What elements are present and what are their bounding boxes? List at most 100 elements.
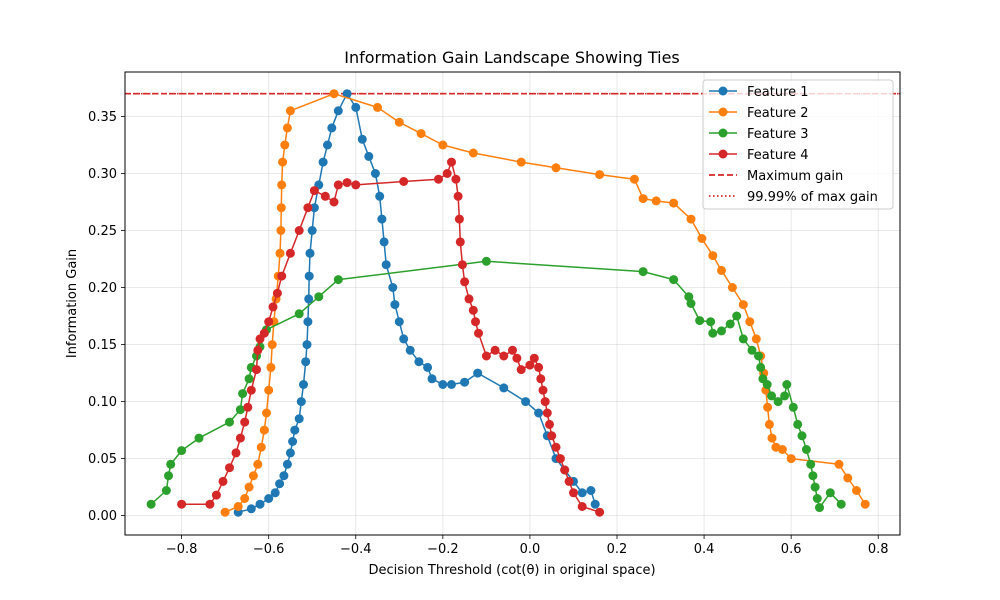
data-point-feature-4: [442, 169, 452, 178]
legend-label-feature-3: Feature 3: [747, 127, 809, 142]
data-point-feature-3: [793, 419, 803, 429]
data-point-feature-3: [725, 319, 735, 329]
series-feature-1: [233, 89, 600, 517]
data-point-feature-1: [390, 300, 400, 310]
data-point-feature-2: [233, 502, 243, 511]
data-point-feature-1: [296, 397, 306, 407]
data-point-feature-1: [590, 499, 600, 509]
data-point-feature-4: [577, 502, 587, 511]
data-point-feature-4: [453, 191, 463, 201]
data-point-feature-4: [243, 402, 253, 412]
data-point-feature-4: [211, 490, 221, 500]
legend-frame: [702, 79, 894, 210]
legend: Feature 1 Feature 2 Feature 3 Feature 4 …: [702, 79, 894, 210]
legend-marker-feature-2: [718, 107, 728, 117]
data-point-feature-1: [351, 102, 361, 112]
data-point-feature-2: [416, 129, 426, 139]
data-point-feature-2: [717, 265, 726, 275]
data-point-feature-1: [279, 471, 289, 481]
y-axis-label: Information Gain: [65, 249, 80, 358]
y-tick-label: 0.20: [88, 281, 117, 296]
data-point-feature-4: [468, 305, 478, 315]
data-point-feature-2: [763, 402, 773, 412]
data-point-feature-1: [304, 294, 314, 304]
data-point-feature-4: [538, 385, 548, 395]
data-point-feature-2: [764, 419, 774, 429]
data-point-feature-4: [525, 360, 535, 370]
data-point-feature-2: [240, 494, 250, 503]
data-point-feature-1: [246, 504, 256, 514]
data-point-feature-2: [516, 157, 526, 167]
data-point-feature-2: [843, 473, 853, 483]
data-point-feature-3: [717, 326, 726, 336]
data-point-feature-2: [276, 203, 286, 213]
data-point-feature-3: [684, 292, 694, 302]
chart-title: Information Gain Landscape Showing Ties: [344, 48, 680, 67]
legend-entry-near-max-gain: 99.99% of max gain: [709, 190, 878, 205]
data-point-feature-3: [782, 380, 792, 389]
x-axis-ticks: −0.8 −0.6 −0.4 −0.2 0.0 0.2 0.4 0.6 0.8: [166, 535, 889, 557]
x-tick-label: 0.2: [607, 542, 628, 557]
data-point-feature-1: [342, 89, 352, 99]
data-point-feature-4: [455, 237, 465, 247]
legend-entry-maximum-gain: Maximum gain: [709, 169, 843, 184]
data-point-feature-3: [333, 275, 343, 285]
x-tick-label: 0.0: [520, 542, 541, 557]
data-point-feature-2: [595, 170, 605, 180]
data-point-feature-4: [516, 365, 526, 375]
data-point-feature-1: [305, 248, 315, 258]
data-point-feature-4: [333, 180, 343, 190]
data-point-feature-1: [521, 397, 531, 407]
data-point-feature-4: [235, 433, 245, 443]
data-point-feature-1: [303, 317, 313, 327]
data-point-feature-4: [540, 397, 550, 407]
data-point-feature-1: [499, 383, 509, 393]
data-point-feature-3: [238, 389, 248, 399]
data-point-feature-4: [464, 294, 474, 304]
data-point-feature-4: [474, 328, 483, 338]
data-point-feature-1: [288, 437, 298, 446]
data-point-feature-3: [738, 334, 748, 344]
data-point-feature-2: [282, 123, 292, 133]
data-point-feature-2: [244, 482, 254, 492]
data-point-feature-1: [388, 283, 398, 292]
data-point-feature-4: [529, 353, 539, 363]
data-point-feature-4: [177, 499, 187, 509]
data-point-feature-2: [373, 102, 382, 112]
data-point-feature-4: [320, 191, 330, 201]
data-point-feature-3: [638, 267, 648, 277]
data-point-feature-1: [309, 203, 319, 213]
data-point-feature-1: [285, 448, 295, 458]
data-point-feature-1: [379, 237, 389, 247]
data-point-feature-2: [860, 499, 870, 509]
legend-marker-feature-4: [718, 149, 728, 159]
x-tick-label: −0.2: [427, 542, 459, 557]
x-tick-label: −0.4: [340, 542, 372, 557]
data-point-feature-1: [275, 479, 285, 489]
data-point-feature-3: [825, 488, 835, 498]
series-line-feature-4: [181, 161, 600, 513]
data-point-feature-1: [290, 425, 300, 435]
series-feature-3: [146, 256, 846, 513]
data-point-feature-3: [166, 459, 176, 469]
data-point-feature-3: [815, 503, 824, 513]
data-point-feature-2: [834, 459, 844, 469]
data-point-feature-3: [754, 351, 763, 361]
data-point-feature-2: [280, 140, 290, 150]
data-point-feature-2: [438, 140, 448, 150]
data-point-feature-1: [323, 140, 332, 150]
data-point-feature-2: [551, 163, 561, 173]
data-point-feature-4: [499, 351, 509, 361]
data-point-feature-4: [268, 302, 278, 312]
data-point-feature-4: [285, 248, 295, 258]
data-point-feature-1: [414, 357, 424, 367]
data-point-feature-4: [555, 454, 565, 464]
legend-label-near-max-gain: 99.99% of max gain: [747, 190, 878, 205]
x-tick-label: 0.4: [694, 542, 715, 557]
y-tick-label: 0.15: [88, 338, 117, 353]
data-point-feature-4: [342, 178, 352, 188]
data-point-feature-4: [595, 507, 605, 517]
legend-entry-feature-4: Feature 4: [709, 148, 809, 163]
data-point-feature-3: [780, 391, 790, 401]
data-point-feature-1: [586, 486, 596, 495]
